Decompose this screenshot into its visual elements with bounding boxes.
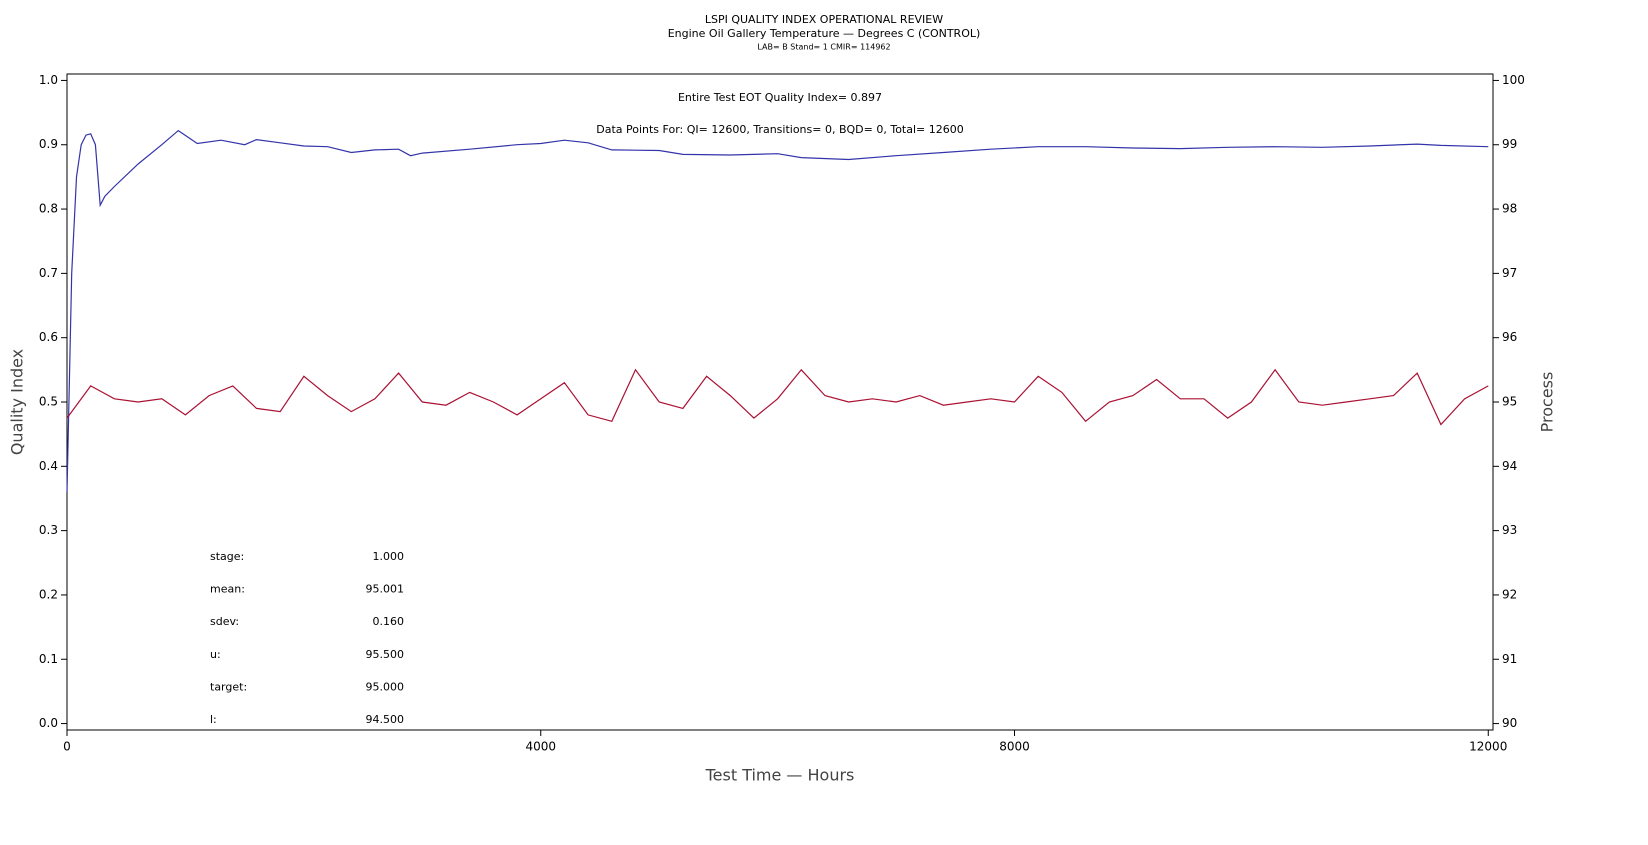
y2-tick-label: 95	[1502, 395, 1517, 409]
y-tick-label: 0.1	[39, 652, 58, 666]
x-tick-label: 12000	[1469, 740, 1507, 754]
stat-label: mean:	[210, 583, 245, 596]
y2-tick-label: 91	[1502, 652, 1517, 666]
y2-axis-label: Process	[1538, 372, 1557, 433]
y-tick-label: 0.9	[39, 137, 58, 151]
y-tick-label: 1.0	[39, 73, 58, 87]
stat-value: 0.160	[373, 615, 405, 628]
y-tick-label: 0.0	[39, 716, 58, 730]
stat-label: l:	[210, 713, 217, 726]
plot-frame	[66, 73, 1494, 731]
y-tick-label: 0.2	[39, 587, 58, 601]
y-tick-label: 0.8	[39, 202, 58, 216]
y-tick-label: 0.4	[39, 459, 58, 473]
data-line	[66, 368, 1489, 426]
y2-tick-label: 93	[1502, 523, 1517, 537]
stat-label: u:	[210, 648, 221, 661]
stat-label: target:	[210, 680, 247, 693]
chart-subtitle: LAB= B Stand= 1 CMIR= 114962	[757, 43, 890, 52]
annotation: Entire Test EOT Quality Index= 0.897	[678, 91, 882, 104]
stat-value: 1.000	[373, 550, 405, 563]
stat-value: 95.001	[366, 583, 405, 596]
annotation: Data Points For: QI= 12600, Transitions=…	[596, 123, 964, 136]
y-tick-label: 0.7	[39, 266, 58, 280]
y-axis-label: Quality Index	[8, 349, 27, 455]
y-tick-label: 0.5	[39, 395, 58, 409]
y2-tick-label: 98	[1502, 202, 1517, 216]
y-tick-label: 0.6	[39, 330, 58, 344]
y2-tick-label: 90	[1502, 716, 1517, 730]
stat-value: 95.000	[366, 680, 405, 693]
stat-value: 95.500	[366, 648, 405, 661]
stat-label: stage:	[210, 550, 244, 563]
x-tick-label: 0	[63, 740, 71, 754]
chart-title: LSPI QUALITY INDEX OPERATIONAL REVIEW	[705, 13, 943, 26]
y2-tick-label: 97	[1502, 266, 1517, 280]
y2-tick-label: 94	[1502, 459, 1517, 473]
y2-tick-label: 96	[1502, 330, 1517, 344]
x-tick-label: 8000	[999, 740, 1030, 754]
y2-tick-label: 99	[1502, 137, 1517, 151]
y2-tick-label: 92	[1502, 587, 1517, 601]
stat-value: 94.500	[366, 713, 405, 726]
stat-label: sdev:	[210, 615, 239, 628]
x-tick-label: 4000	[525, 740, 556, 754]
chart-subtitle: Engine Oil Gallery Temperature — Degrees…	[668, 27, 981, 40]
x-axis-label: Test Time — Hours	[705, 766, 855, 785]
y2-tick-label: 100	[1502, 73, 1525, 87]
y-tick-label: 0.3	[39, 523, 58, 537]
data-line	[66, 129, 1489, 493]
